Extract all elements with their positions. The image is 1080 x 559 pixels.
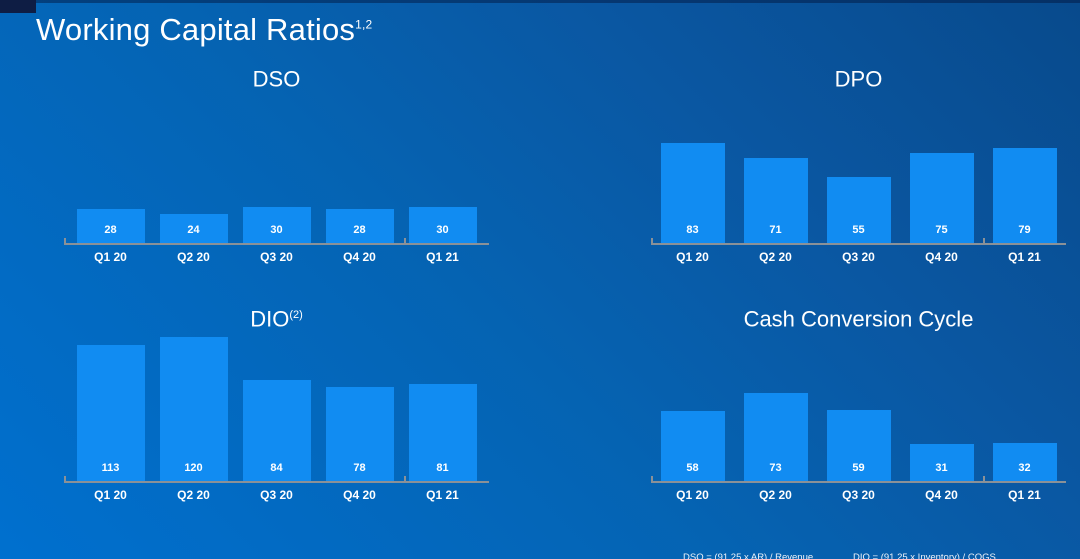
axis-tick-year-boundary xyxy=(404,238,406,243)
axis-tick xyxy=(64,476,66,481)
bar: 31 xyxy=(909,443,974,481)
category-label: Q4 20 xyxy=(343,250,376,264)
category-label: Q4 20 xyxy=(925,250,958,264)
bar-value-label: 83 xyxy=(686,224,699,236)
chart-title-text: DSO xyxy=(252,66,301,92)
bar-value-label: 79 xyxy=(1018,224,1031,236)
category-label: Q1 20 xyxy=(94,488,127,502)
bar-value-label: 113 xyxy=(101,462,120,474)
bar-value-label: 55 xyxy=(852,224,865,236)
bar: 79 xyxy=(992,148,1057,243)
category-label: Q1 21 xyxy=(426,250,459,264)
bar: 75 xyxy=(909,153,974,243)
category-label: Q3 20 xyxy=(842,250,875,264)
category-label: Q3 20 xyxy=(260,488,293,502)
bar-value-label: 75 xyxy=(935,224,948,236)
axis-tick-year-boundary xyxy=(983,238,985,243)
axis-tick-year-boundary xyxy=(983,476,985,481)
bar-value-label: 59 xyxy=(852,462,865,474)
axis-tick xyxy=(651,476,653,481)
category-axis: Q1 20 Q2 20 Q3 20 Q4 20 Q1 21 xyxy=(651,488,1066,502)
bar: 78 xyxy=(325,387,394,481)
category-axis: Q1 20 Q2 20 Q3 20 Q4 20 Q1 21 xyxy=(64,488,489,502)
axis-tick-year-boundary xyxy=(404,476,406,481)
bar-value-label: 78 xyxy=(353,462,366,474)
chart-cash-conversion-cycle: Cash Conversion Cycle 58 73 59 31 32 Q1 20 Q2… xyxy=(651,300,1066,502)
chart-title-dpo: DPO xyxy=(651,60,1066,92)
footnote-line: DIO = (91.25 x Inventory) / COGS xyxy=(853,552,996,559)
bar: 73 xyxy=(743,393,808,481)
axis-tick xyxy=(64,238,66,243)
chart-title-text: DPO xyxy=(834,66,883,92)
bar-value-label: 31 xyxy=(935,462,948,474)
bar-value-label: 28 xyxy=(104,224,117,236)
bar-value-label: 71 xyxy=(769,224,782,236)
bar: 120 xyxy=(159,337,228,481)
bar: 84 xyxy=(242,380,311,481)
bar: 81 xyxy=(408,383,477,481)
category-label: Q1 20 xyxy=(94,250,127,264)
bar: 28 xyxy=(325,209,394,243)
bar-value-label: 24 xyxy=(187,224,200,236)
bar-value-label: 32 xyxy=(1018,462,1031,474)
chart-title-text: DIO xyxy=(250,306,290,332)
bar-value-label: 30 xyxy=(436,224,449,236)
bar: 32 xyxy=(992,442,1057,481)
chart-title-ccc: Cash Conversion Cycle xyxy=(651,300,1066,332)
chart-title-superscript: (2) xyxy=(289,309,303,321)
bar: 59 xyxy=(826,410,891,481)
bar: 24 xyxy=(159,214,228,243)
category-label: Q1 21 xyxy=(426,488,459,502)
bar: 28 xyxy=(76,209,145,243)
page-title-text: Working Capital Ratios xyxy=(36,12,356,47)
chart-dio: DIO(2) 113 120 84 78 81 Q1 20 Q2 20 Q3 20 Q4 20… xyxy=(64,300,489,502)
chart-title-dio: DIO(2) xyxy=(64,300,489,332)
footnote-line: DSO = (91.25 x AR) / Revenue xyxy=(683,552,814,559)
bar-value-label: 73 xyxy=(769,462,782,474)
category-axis: Q1 20 Q2 20 Q3 20 Q4 20 Q1 21 xyxy=(64,250,489,264)
plot-area: 83 71 55 75 79 xyxy=(651,95,1066,245)
bar: 55 xyxy=(826,177,891,243)
category-label: Q2 20 xyxy=(177,488,210,502)
footnote-formulas-right: DIO = (91.25 x Inventory) / COGS Cash Co… xyxy=(853,525,1040,559)
bar-value-label: 81 xyxy=(436,462,449,474)
category-label: Q4 20 xyxy=(925,488,958,502)
category-label: Q3 20 xyxy=(842,488,875,502)
axis-tick xyxy=(651,238,653,243)
chart-dso: DSO 28 24 30 28 30 Q1 20 Q2 20 Q3 20 Q4 20 Q1 21 xyxy=(64,60,489,264)
footnote-formulas-left: DSO = (91.25 x AR) / Revenue DPO = (91.2… xyxy=(683,525,813,559)
category-label: Q4 20 xyxy=(343,488,376,502)
bar: 30 xyxy=(408,207,477,243)
bar: 30 xyxy=(242,207,311,243)
bar-value-label: 84 xyxy=(270,462,283,474)
plot-area: 58 73 59 31 32 xyxy=(651,330,1066,483)
bar-value-label: 30 xyxy=(270,224,283,236)
plot-area: 28 24 30 28 30 xyxy=(64,95,489,245)
bar-value-label: 28 xyxy=(353,224,366,236)
category-label: Q3 20 xyxy=(260,250,293,264)
category-label: Q2 20 xyxy=(759,488,792,502)
bar-value-label: 120 xyxy=(184,462,203,474)
category-label: Q2 20 xyxy=(759,250,792,264)
bar: 58 xyxy=(660,411,725,481)
corner-dark-block xyxy=(0,0,36,13)
category-label: Q1 21 xyxy=(1008,250,1041,264)
category-label: Q1 20 xyxy=(676,488,709,502)
bar: 83 xyxy=(660,143,725,243)
bar-value-label: 58 xyxy=(686,462,699,474)
category-axis: Q1 20 Q2 20 Q3 20 Q4 20 Q1 21 xyxy=(651,250,1066,264)
chart-dpo: DPO 83 71 55 75 79 Q1 20 Q2 20 Q3 20 Q4 20 Q1 21 xyxy=(651,60,1066,264)
chart-title-text: Cash Conversion Cycle xyxy=(743,306,974,332)
bar: 71 xyxy=(743,157,808,243)
plot-area: 113 120 84 78 81 xyxy=(64,330,489,483)
category-label: Q1 20 xyxy=(676,250,709,264)
category-label: Q1 21 xyxy=(1008,488,1041,502)
chart-title-dso: DSO xyxy=(64,60,489,92)
top-edge-strip xyxy=(0,0,1080,3)
category-label: Q2 20 xyxy=(177,250,210,264)
bar: 113 xyxy=(76,345,145,481)
page-title: Working Capital Ratios1,2 xyxy=(36,12,372,48)
page-title-footnote-marker: 1,2 xyxy=(355,17,373,32)
